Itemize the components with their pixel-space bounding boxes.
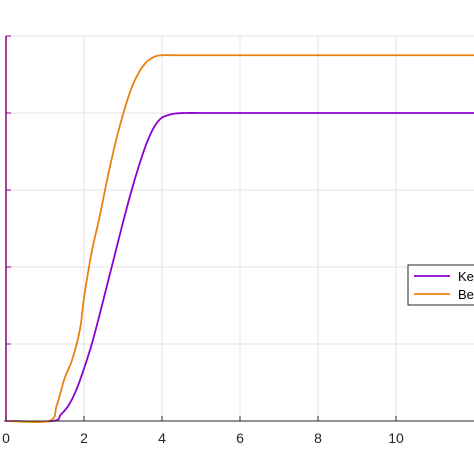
legend: Ke Be	[407, 264, 474, 306]
series-line-be	[5, 54, 474, 424]
x-tick-label-2: 4	[158, 430, 166, 446]
x-tick-label-3: 6	[236, 430, 244, 446]
series-layer	[5, 54, 474, 424]
x-tick-label-4: 8	[314, 430, 322, 446]
legend-box	[407, 264, 474, 306]
x-tick-label-1: 2	[80, 430, 88, 446]
legend-label-be: Be	[458, 287, 474, 302]
series-line-ke	[5, 112, 474, 423]
x-tick-label-5: 10	[388, 430, 404, 446]
legend-label-ke: Ke	[458, 269, 474, 284]
x-tick-label-0: 0	[2, 430, 10, 446]
axes: 0 2 4 6 8 10	[2, 35, 474, 446]
